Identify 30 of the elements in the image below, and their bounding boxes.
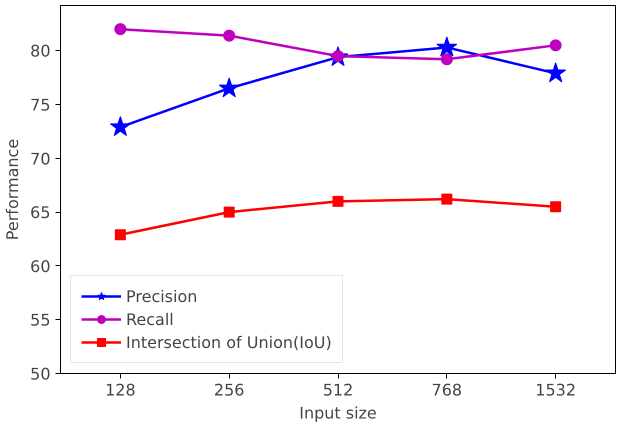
x-axis-title: Input size bbox=[299, 404, 377, 422]
y-tick-label: 50 bbox=[30, 364, 50, 384]
y-tick-label: 55 bbox=[30, 310, 50, 330]
point bbox=[114, 229, 126, 240]
point bbox=[545, 62, 566, 82]
point bbox=[440, 53, 453, 66]
legend-label: Precision bbox=[126, 286, 198, 306]
legend-label: Recall bbox=[126, 310, 174, 328]
x-tick-label: 1532 bbox=[535, 380, 576, 400]
point bbox=[550, 201, 562, 212]
x-tick-label: 768 bbox=[432, 380, 462, 400]
point bbox=[223, 30, 236, 42]
point bbox=[110, 116, 131, 136]
point bbox=[218, 77, 240, 98]
point bbox=[550, 39, 562, 52]
point bbox=[436, 36, 458, 56]
legend-label: Intersection of Union(IoU) bbox=[126, 332, 332, 352]
x-tick-label: 256 bbox=[214, 380, 244, 400]
x-tick-label: 128 bbox=[105, 380, 136, 400]
point bbox=[114, 23, 126, 36]
y-tick-label: 60 bbox=[30, 256, 50, 276]
point bbox=[224, 206, 235, 218]
y-axis-title: Performance bbox=[3, 138, 22, 240]
x-tick-label: 512 bbox=[322, 380, 354, 400]
y-tick-label: 70 bbox=[30, 149, 50, 168]
point bbox=[441, 194, 452, 205]
point bbox=[332, 196, 344, 207]
y-tick-label: 75 bbox=[30, 95, 50, 114]
y-tick-label: 65 bbox=[30, 203, 50, 222]
y-tick-label: 80 bbox=[30, 42, 50, 61]
